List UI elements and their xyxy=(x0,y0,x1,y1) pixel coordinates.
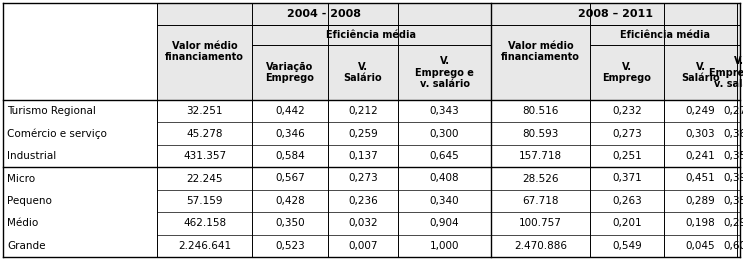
Text: Industrial: Industrial xyxy=(7,151,56,161)
Text: 45.278: 45.278 xyxy=(186,129,223,139)
Text: 431.357: 431.357 xyxy=(183,151,226,161)
Text: 0,007: 0,007 xyxy=(348,241,377,251)
Text: 32.251: 32.251 xyxy=(186,106,223,116)
Text: 0,523: 0,523 xyxy=(275,241,305,251)
Text: 0,343: 0,343 xyxy=(429,106,459,116)
Text: Valor médio
financiamento: Valor médio financiamento xyxy=(165,41,244,62)
Text: 0,273: 0,273 xyxy=(612,129,642,139)
Text: 462.158: 462.158 xyxy=(183,218,226,228)
Text: 2.470.886: 2.470.886 xyxy=(514,241,567,251)
Text: 57.159: 57.159 xyxy=(186,196,223,206)
Text: 22.245: 22.245 xyxy=(186,173,223,184)
Text: 0,294: 0,294 xyxy=(724,218,743,228)
Text: 0,249: 0,249 xyxy=(686,106,716,116)
Text: Eficiência média: Eficiência média xyxy=(326,30,417,40)
Text: 0,032: 0,032 xyxy=(348,218,377,228)
Text: Turismo Regional: Turismo Regional xyxy=(7,106,96,116)
Text: Grande: Grande xyxy=(7,241,45,251)
Text: 0,645: 0,645 xyxy=(429,151,459,161)
Text: 0,371: 0,371 xyxy=(612,173,642,184)
Text: 0,366: 0,366 xyxy=(724,129,743,139)
Text: 0,428: 0,428 xyxy=(275,196,305,206)
Text: 0,276: 0,276 xyxy=(724,106,743,116)
Text: 2004 - 2008: 2004 - 2008 xyxy=(287,9,361,19)
Text: 2008 – 2011: 2008 – 2011 xyxy=(578,9,653,19)
Text: 0,263: 0,263 xyxy=(612,196,642,206)
Text: Eficiência média: Eficiência média xyxy=(620,30,710,40)
Text: 0,300: 0,300 xyxy=(429,129,459,139)
Text: 0,567: 0,567 xyxy=(275,173,305,184)
Text: 0,340: 0,340 xyxy=(429,196,459,206)
Text: Médio: Médio xyxy=(7,218,38,228)
Text: 0,212: 0,212 xyxy=(348,106,378,116)
Text: 0,549: 0,549 xyxy=(612,241,642,251)
Text: V.
Emprego e
v. salário: V. Emprego e v. salário xyxy=(415,56,474,89)
Text: 0,241: 0,241 xyxy=(686,151,716,161)
Text: 2.246.641: 2.246.641 xyxy=(178,241,231,251)
Text: 0,350: 0,350 xyxy=(275,218,305,228)
Text: 0,201: 0,201 xyxy=(612,218,642,228)
Text: 0,904: 0,904 xyxy=(429,218,459,228)
Text: 0,442: 0,442 xyxy=(275,106,305,116)
Text: 80.516: 80.516 xyxy=(522,106,559,116)
Text: Valor médio
financiamento: Valor médio financiamento xyxy=(501,41,580,62)
Text: V.
Salário: V. Salário xyxy=(681,62,720,83)
Text: 0,603: 0,603 xyxy=(724,241,743,251)
Bar xyxy=(491,3,740,100)
Text: 1,000: 1,000 xyxy=(429,241,459,251)
Text: 80.593: 80.593 xyxy=(522,129,559,139)
Text: 0,137: 0,137 xyxy=(348,151,378,161)
Text: 0,351: 0,351 xyxy=(724,151,743,161)
Text: 0,346: 0,346 xyxy=(275,129,305,139)
Text: Comércio e serviço: Comércio e serviço xyxy=(7,128,107,139)
Text: 0,251: 0,251 xyxy=(612,151,642,161)
Bar xyxy=(157,3,252,100)
Text: V.
Salário: V. Salário xyxy=(344,62,383,83)
Text: 0,232: 0,232 xyxy=(612,106,642,116)
Text: V.
Emprego e
v. salário: V. Emprego e v. salário xyxy=(709,56,743,89)
Text: 0,198: 0,198 xyxy=(686,218,716,228)
Text: 0,273: 0,273 xyxy=(348,173,378,184)
Text: 0,289: 0,289 xyxy=(686,196,716,206)
Text: 28.526: 28.526 xyxy=(522,173,559,184)
Bar xyxy=(157,3,491,100)
Text: 0,359: 0,359 xyxy=(724,196,743,206)
Text: Variação
Emprego: Variação Emprego xyxy=(265,62,314,83)
Text: 0,451: 0,451 xyxy=(686,173,716,184)
Text: 0,236: 0,236 xyxy=(348,196,378,206)
Text: Pequeno: Pequeno xyxy=(7,196,52,206)
Text: 100.757: 100.757 xyxy=(519,218,562,228)
Text: V.
Emprego: V. Emprego xyxy=(603,62,652,83)
Text: 0,259: 0,259 xyxy=(348,129,378,139)
Text: 0,584: 0,584 xyxy=(275,151,305,161)
Text: 0,303: 0,303 xyxy=(686,129,716,139)
Text: 0,045: 0,045 xyxy=(686,241,716,251)
Text: 157.718: 157.718 xyxy=(519,151,562,161)
Text: 67.718: 67.718 xyxy=(522,196,559,206)
Text: Micro: Micro xyxy=(7,173,35,184)
Text: 0,393: 0,393 xyxy=(724,173,743,184)
Text: 0,408: 0,408 xyxy=(429,173,459,184)
